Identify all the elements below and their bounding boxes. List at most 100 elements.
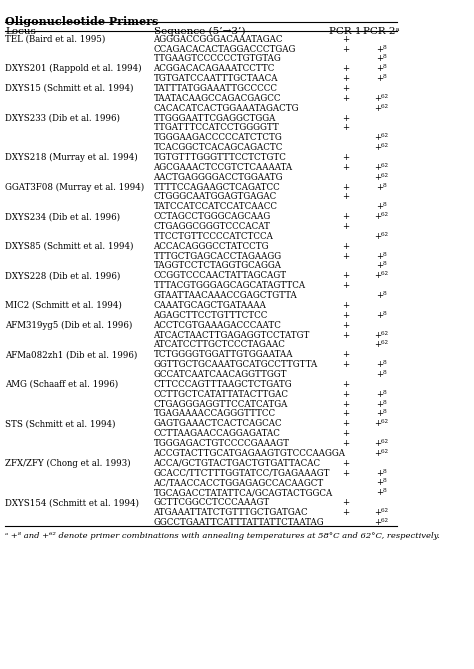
Text: TAGGTCCTCTAGGTGCAGGA: TAGGTCCTCTAGGTGCAGGA — [154, 262, 282, 270]
Text: STS (Schmitt et al. 1994): STS (Schmitt et al. 1994) — [5, 419, 116, 428]
Text: +: + — [342, 459, 349, 468]
Text: DXYS233 (Dib et al. 1996): DXYS233 (Dib et al. 1996) — [5, 114, 120, 122]
Text: GCCATCAATCAACAGGTTGGT: GCCATCAATCAACAGGTTGGT — [154, 370, 287, 379]
Text: +⁸: +⁸ — [376, 262, 387, 270]
Text: +: + — [342, 45, 349, 54]
Text: TTTGCTGAGCACCTAGAAGG: TTTGCTGAGCACCTAGAAGG — [154, 252, 282, 261]
Text: +: + — [342, 468, 349, 478]
Text: +: + — [342, 193, 349, 201]
Text: DXYS85 (Schmitt et al. 1994): DXYS85 (Schmitt et al. 1994) — [5, 242, 134, 251]
Text: CTGGGCAATGGAGTGAGAC: CTGGGCAATGGAGTGAGAC — [154, 193, 277, 201]
Text: +⁶²: +⁶² — [374, 232, 388, 241]
Text: MIC2 (Schmitt et al. 1994): MIC2 (Schmitt et al. 1994) — [5, 301, 122, 310]
Text: +: + — [342, 419, 349, 428]
Text: AACTGAGGGGACCTGGAATG: AACTGAGGGGACCTGGAATG — [154, 173, 283, 182]
Text: ATGAAATTATCTGTTTGCTGATGAC: ATGAAATTATCTGTTTGCTGATGAC — [154, 508, 308, 517]
Text: +⁸: +⁸ — [376, 370, 387, 379]
Text: ACCGTACTTGCATGAGAAGTGTCCCAAGGA: ACCGTACTTGCATGAGAAGTGTCCCAAGGA — [154, 449, 346, 458]
Text: TGGGAGACTGTCCCCGAAAGT: TGGGAGACTGTCCCCGAAAGT — [154, 439, 290, 448]
Text: AGAGCTTCCTGTTTCTCC: AGAGCTTCCTGTTTCTCC — [154, 311, 268, 320]
Text: +⁸: +⁸ — [376, 360, 387, 369]
Text: +⁸: +⁸ — [376, 409, 387, 418]
Text: +: + — [342, 163, 349, 172]
Text: +⁶²: +⁶² — [374, 341, 388, 349]
Text: GTAATTAACAAACCGAGCTGTTA: GTAATTAACAAACCGAGCTGTTA — [154, 291, 297, 300]
Text: AFM319yg5 (Dib et al. 1996): AFM319yg5 (Dib et al. 1996) — [5, 320, 133, 330]
Text: TGAGAAAACCAGGGTTTCC: TGAGAAAACCAGGGTTTCC — [154, 409, 275, 418]
Text: +⁶²: +⁶² — [374, 449, 388, 458]
Text: TTGGGAATTCGAGGCTGGA: TTGGGAATTCGAGGCTGGA — [154, 114, 276, 122]
Text: ZFX/ZFY (Chong et al. 1993): ZFX/ZFY (Chong et al. 1993) — [5, 459, 131, 468]
Text: CCTTAAGAACCAGGAGATAC: CCTTAAGAACCAGGAGATAC — [154, 429, 280, 438]
Text: TTGAAGTCCCCCCTGTGTAG: TTGAAGTCCCCCCTGTGTAG — [154, 54, 281, 64]
Text: +⁸: +⁸ — [376, 291, 387, 300]
Text: TGGGAAGACCCCCATCTCTG: TGGGAAGACCCCCATCTCTG — [154, 133, 282, 142]
Text: PCR 1: PCR 1 — [329, 27, 362, 35]
Text: ACCA/GCTGTACTGACTGTGATTACAC: ACCA/GCTGTACTGACTGTGATTACAC — [154, 459, 320, 468]
Text: DXYS228 (Dib et al. 1996): DXYS228 (Dib et al. 1996) — [5, 272, 121, 280]
Text: DXYS15 (Schmitt et al. 1994): DXYS15 (Schmitt et al. 1994) — [5, 84, 134, 93]
Text: +⁶²: +⁶² — [374, 143, 388, 152]
Text: +⁸: +⁸ — [376, 478, 387, 488]
Text: TTGATTTCCATCCTGGGGTT: TTGATTTCCATCCTGGGGTT — [154, 124, 279, 132]
Text: TCACGGCTCACAGCAGACTC: TCACGGCTCACAGCAGACTC — [154, 143, 283, 152]
Text: CTGAGGCGGGTCCCACAT: CTGAGGCGGGTCCCACAT — [154, 222, 270, 231]
Text: +⁸: +⁸ — [376, 54, 387, 64]
Text: +⁸: +⁸ — [376, 202, 387, 211]
Text: +: + — [342, 124, 349, 132]
Text: +⁶²: +⁶² — [374, 508, 388, 517]
Text: +: + — [342, 351, 349, 359]
Text: TTTACGTGGGAGCAGCATAGTTCA: TTTACGTGGGAGCAGCATAGTTCA — [154, 281, 306, 290]
Text: CAAATGCAGCTGATAAAA: CAAATGCAGCTGATAAAA — [154, 301, 266, 310]
Text: +: + — [342, 399, 349, 409]
Text: +⁶²: +⁶² — [374, 104, 388, 112]
Text: +: + — [342, 311, 349, 320]
Text: +⁶²: +⁶² — [374, 212, 388, 221]
Text: CTGAGGGAGGTTCCATCATGA: CTGAGGGAGGTTCCATCATGA — [154, 399, 288, 409]
Text: DXYS234 (Dib et al. 1996): DXYS234 (Dib et al. 1996) — [5, 212, 120, 221]
Text: +: + — [342, 498, 349, 507]
Text: ACGGACACAGAAATCCTTC: ACGGACACAGAAATCCTTC — [154, 64, 275, 74]
Text: +⁸: +⁸ — [376, 488, 387, 497]
Text: +⁸: +⁸ — [376, 64, 387, 74]
Text: TGCAGACCTATATTCA/GCAGTACTGGCA: TGCAGACCTATATTCA/GCAGTACTGGCA — [154, 488, 333, 497]
Text: ATCACTAACTTGAGAGGTCCTATGT: ATCACTAACTTGAGAGGTCCTATGT — [154, 330, 310, 339]
Text: +: + — [342, 242, 349, 251]
Text: +: + — [342, 429, 349, 438]
Text: +: + — [342, 84, 349, 93]
Text: +⁶²: +⁶² — [374, 94, 388, 103]
Text: TTCCTGTTCCCCATCTCCA: TTCCTGTTCCCCATCTCCA — [154, 232, 273, 241]
Text: AGCGAAACTCCGTCTCAAAATA: AGCGAAACTCCGTCTCAAAATA — [154, 163, 292, 172]
Text: +: + — [342, 389, 349, 399]
Text: +⁶²: +⁶² — [374, 439, 388, 448]
Text: +: + — [342, 153, 349, 162]
Text: +: + — [342, 94, 349, 103]
Text: +: + — [342, 64, 349, 74]
Text: +: + — [342, 222, 349, 231]
Text: TEL (Baird et al. 1995): TEL (Baird et al. 1995) — [5, 35, 106, 43]
Text: +⁶²: +⁶² — [374, 518, 388, 527]
Text: +⁶²: +⁶² — [374, 330, 388, 339]
Text: +: + — [342, 252, 349, 261]
Text: +: + — [342, 320, 349, 330]
Text: +⁸: +⁸ — [376, 311, 387, 320]
Text: CCGGTCCCAACTATTAGCAGT: CCGGTCCCAACTATTAGCAGT — [154, 272, 286, 280]
Text: DXYS201 (Rappold et al. 1994): DXYS201 (Rappold et al. 1994) — [5, 64, 142, 74]
Text: AC/TAACCACCTGGAGAGCCACAAGCT: AC/TAACCACCTGGAGAGCCACAAGCT — [154, 478, 324, 488]
Text: +⁸: +⁸ — [376, 45, 387, 54]
Text: GGTTGCTGCAAATGCATGCCTTGTTA: GGTTGCTGCAAATGCATGCCTTGTTA — [154, 360, 318, 369]
Text: DXYS154 (Schmitt et al. 1994): DXYS154 (Schmitt et al. 1994) — [5, 498, 139, 507]
Text: GAGTGAAACTCACTCAGCAC: GAGTGAAACTCACTCAGCAC — [154, 419, 282, 428]
Text: TCTGGGGTGGATTGTGGAATAA: TCTGGGGTGGATTGTGGAATAA — [154, 351, 293, 359]
Text: GGAT3F08 (Murray et al. 1994): GGAT3F08 (Murray et al. 1994) — [5, 183, 145, 192]
Text: +: + — [342, 508, 349, 517]
Text: +: + — [342, 281, 349, 290]
Text: +⁸: +⁸ — [376, 389, 387, 399]
Text: AGGGACCGGGACAAATAGAC: AGGGACCGGGACAAATAGAC — [154, 35, 283, 43]
Text: TTTTCCAGAAGCTCAGATCC: TTTTCCAGAAGCTCAGATCC — [154, 183, 280, 191]
Text: +: + — [342, 74, 349, 83]
Text: +⁶²: +⁶² — [374, 163, 388, 172]
Text: AFMa082zh1 (Dib et al. 1996): AFMa082zh1 (Dib et al. 1996) — [5, 351, 138, 359]
Text: PCR 2ᵃ: PCR 2ᵃ — [363, 27, 400, 35]
Text: ACCACAGGGCCTATCCTG: ACCACAGGGCCTATCCTG — [154, 242, 269, 251]
